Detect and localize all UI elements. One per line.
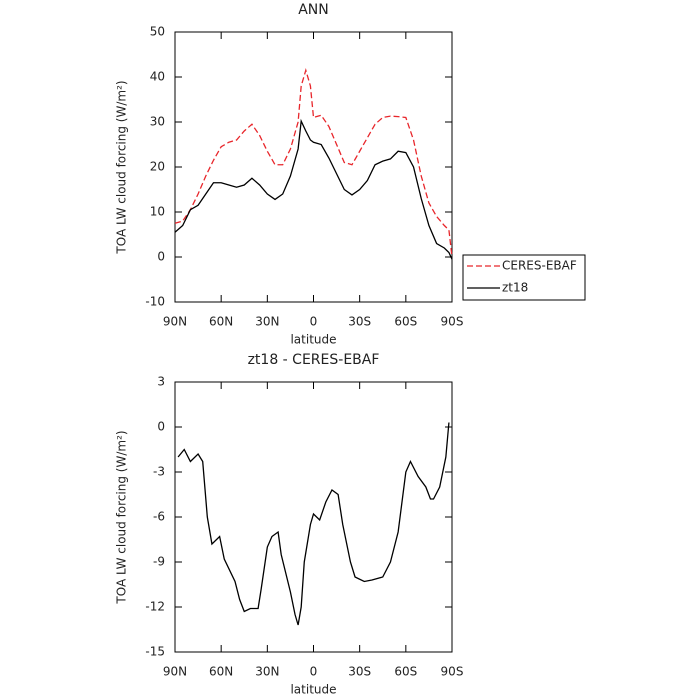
data-line: [174, 67, 453, 258]
x-tick-label: 60N: [209, 665, 233, 679]
legend-label: CERES-EBAF: [502, 259, 577, 273]
data-line: [174, 118, 453, 260]
y-axis-label: TOA LW cloud forcing (W/m²): [115, 430, 129, 604]
x-axis-label: latitude: [290, 683, 336, 697]
y-tick-label: -9: [153, 555, 165, 569]
y-tick-label: 50: [150, 25, 165, 39]
x-tick-label: 60S: [394, 315, 417, 329]
x-tick-label: 90N: [163, 665, 187, 679]
legend-box: [462, 254, 586, 301]
x-tick-label: 30S: [348, 315, 371, 329]
x-tick-label: 60S: [394, 665, 417, 679]
y-tick-label: 0: [157, 250, 165, 264]
y-tick-label: -15: [145, 645, 165, 659]
y-axis-label: TOA LW cloud forcing (W/m²): [115, 80, 129, 254]
chart-title: ANN: [298, 2, 329, 18]
y-tick-label: -3: [153, 465, 165, 479]
y-tick-label: 10: [150, 205, 165, 219]
legend-label: zt18: [502, 281, 528, 295]
data-line: [177, 422, 450, 626]
plot-frame: [174, 31, 453, 303]
plot-frame: [174, 381, 453, 653]
chart-title: zt18 - CERES-EBAF: [248, 352, 380, 368]
x-tick-label: 0: [310, 315, 318, 329]
y-tick-label: 3: [157, 375, 165, 389]
y-tick-label: -12: [145, 600, 165, 614]
x-tick-label: 90S: [441, 665, 464, 679]
y-tick-label: -10: [145, 295, 165, 309]
y-tick-label: 0: [157, 420, 165, 434]
x-tick-label: 0: [310, 665, 318, 679]
x-tick-label: 30S: [348, 665, 371, 679]
y-tick-label: 40: [150, 70, 165, 84]
x-tick-label: 30N: [255, 315, 279, 329]
y-tick-label: 30: [150, 115, 165, 129]
x-axis-label: latitude: [290, 333, 336, 347]
y-tick-label: 20: [150, 160, 165, 174]
y-tick-label: -6: [153, 510, 165, 524]
x-tick-label: 90N: [163, 315, 187, 329]
x-tick-label: 90S: [441, 315, 464, 329]
x-tick-label: 30N: [255, 665, 279, 679]
x-tick-label: 60N: [209, 315, 233, 329]
